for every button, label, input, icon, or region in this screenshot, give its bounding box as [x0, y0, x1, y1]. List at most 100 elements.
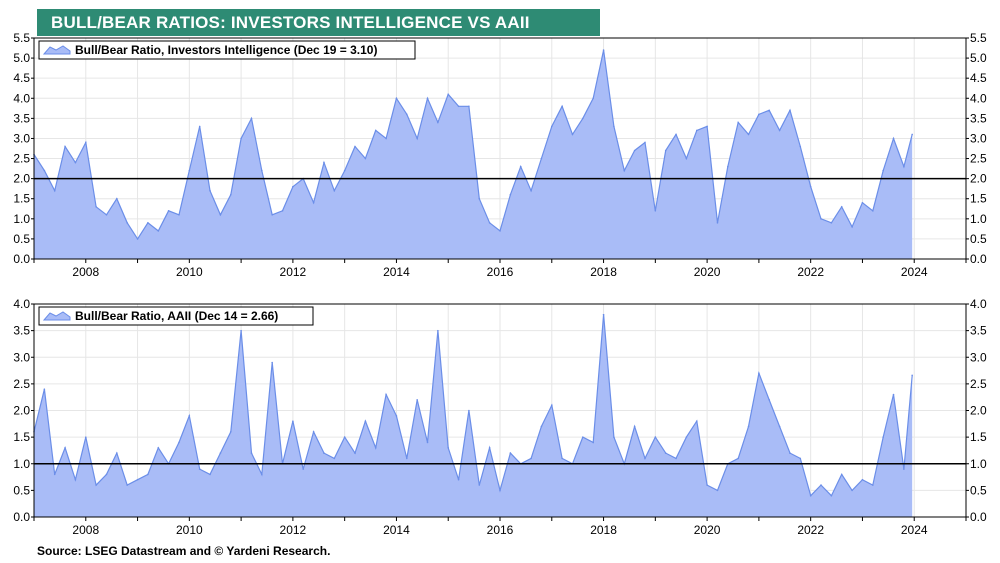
data-point — [209, 189, 211, 192]
y-tick-label-left: 1.5 — [13, 430, 30, 444]
data-point — [561, 105, 563, 108]
x-tick-label: 2008 — [72, 523, 99, 537]
data-point — [53, 189, 56, 192]
legend-box — [38, 306, 314, 326]
data-point — [53, 473, 56, 476]
data-point — [188, 415, 191, 417]
data-point — [613, 125, 615, 128]
data-point — [820, 218, 822, 220]
y-tick-label-left: 0.0 — [13, 252, 30, 266]
y-tick-label-right: 0.0 — [970, 510, 987, 524]
data-point — [374, 446, 377, 449]
data-point — [509, 193, 512, 196]
data-point — [240, 329, 242, 332]
data-point — [499, 230, 501, 232]
y-tick-label-right: 3.0 — [970, 350, 987, 364]
data-point — [292, 185, 294, 188]
data-point — [157, 230, 160, 232]
data-point — [695, 420, 698, 422]
data-point — [861, 478, 864, 481]
data-point — [105, 473, 108, 476]
data-point — [364, 157, 367, 160]
x-tick-label: 2012 — [280, 265, 307, 279]
y-tick-label-right: 1.0 — [970, 212, 987, 226]
y-tick-label-left: 1.5 — [13, 192, 30, 206]
data-point — [872, 209, 874, 212]
data-point — [644, 457, 646, 460]
y-tick-label-left: 2.5 — [13, 377, 30, 391]
data-point — [768, 399, 771, 401]
data-point — [695, 129, 698, 132]
y-tick-label-right: 4.0 — [970, 91, 987, 105]
x-tick-label: 2022 — [797, 265, 824, 279]
data-point — [789, 452, 791, 454]
data-point — [613, 436, 615, 438]
data-point — [178, 441, 180, 444]
series-line — [33, 49, 913, 241]
x-tick-label: 2014 — [383, 265, 410, 279]
y-tick-label-left: 3.5 — [13, 111, 30, 125]
data-point — [468, 105, 470, 108]
data-point — [685, 157, 688, 160]
y-tick-label-left: 3.5 — [13, 324, 30, 338]
x-tick-label: 2018 — [590, 523, 617, 537]
y-tick-label-left: 2.0 — [13, 172, 30, 186]
data-point — [892, 137, 895, 140]
data-point — [302, 468, 305, 470]
data-point — [105, 214, 108, 216]
y-tick-label-left: 2.5 — [13, 152, 30, 166]
data-point — [737, 121, 739, 124]
data-point — [437, 329, 439, 332]
data-point — [633, 425, 636, 428]
data-point — [758, 372, 760, 375]
data-point — [550, 125, 553, 128]
data-point — [333, 457, 336, 460]
data-point — [126, 484, 128, 486]
data-point — [64, 446, 66, 449]
data-point — [116, 197, 118, 200]
data-point — [540, 425, 543, 428]
data-point — [43, 169, 46, 172]
data-point — [654, 436, 657, 438]
data-point — [727, 165, 729, 168]
data-point — [116, 452, 118, 454]
data-point — [250, 117, 253, 120]
data-point — [747, 133, 750, 136]
data-point — [820, 484, 822, 486]
y-tick-label-left: 1.0 — [13, 212, 30, 226]
data-point — [664, 452, 667, 454]
data-point — [323, 452, 325, 454]
data-point — [789, 109, 791, 112]
x-tick-label: 2016 — [487, 265, 514, 279]
data-point — [530, 457, 532, 460]
data-point — [840, 473, 843, 476]
plot-frame — [33, 37, 967, 260]
data-point — [478, 484, 481, 486]
data-point — [43, 388, 46, 391]
x-tick-label: 2014 — [383, 523, 410, 537]
y-tick-label-right: 4.0 — [970, 297, 987, 311]
y-tick-label-left: 1.0 — [13, 457, 30, 471]
data-point — [872, 484, 874, 486]
y-tick-label-right: 2.0 — [970, 404, 987, 418]
data-point — [426, 97, 429, 100]
x-tick-label: 2020 — [694, 523, 721, 537]
y-tick-label-right: 1.5 — [970, 192, 987, 206]
y-tick-label-left: 3.0 — [13, 131, 30, 145]
data-point — [343, 169, 346, 172]
y-tick-label-left: 3.0 — [13, 350, 30, 364]
data-point — [716, 489, 719, 492]
data-point — [447, 446, 450, 449]
data-point — [540, 157, 543, 160]
data-point — [519, 165, 522, 168]
bottom-chart-panel: 0.0 0.0 0.5 0.5 1.0 1.0 1.5 1.5 2.0 2.0 2.5 2.5 3.0 3… — [13, 297, 987, 537]
data-point — [778, 129, 781, 132]
y-tick-label-right: 0.0 — [970, 252, 987, 266]
data-point — [229, 193, 232, 196]
data-point — [312, 201, 315, 204]
legend-label: Bull/Bear Ratio, AAII (Dec 14 = 2.66) — [75, 309, 278, 323]
data-point — [706, 125, 708, 128]
legend-swatch — [42, 45, 71, 55]
data-point — [136, 238, 139, 240]
data-point — [157, 446, 160, 449]
